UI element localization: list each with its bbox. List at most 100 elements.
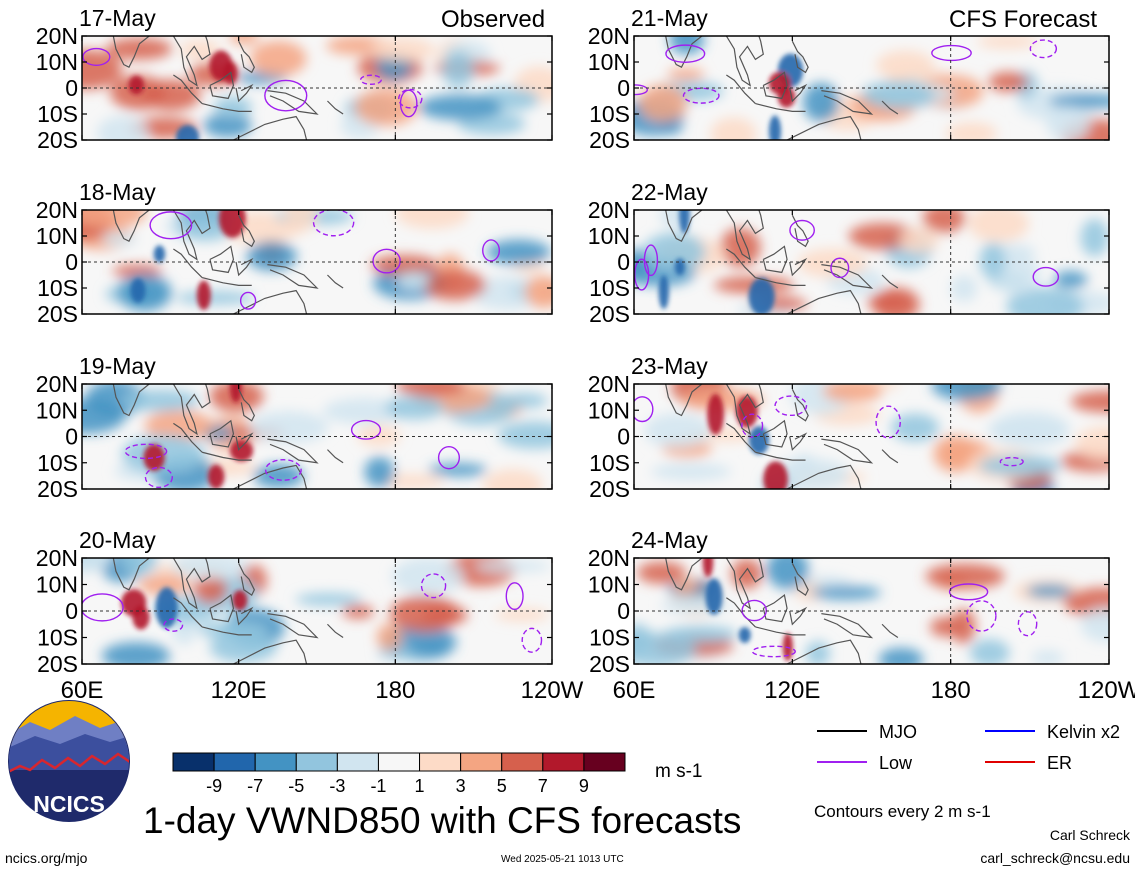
anomaly-shade (1070, 390, 1109, 413)
anomaly-shade (875, 50, 935, 80)
coastline (791, 214, 809, 248)
coastline (235, 432, 254, 451)
coastline (665, 210, 703, 243)
anomaly-shade (673, 579, 699, 595)
anomaly-shade (986, 420, 1065, 439)
anomaly-shade (822, 384, 883, 403)
y-tick-label: 0 (65, 424, 78, 450)
anomaly-shade (710, 117, 757, 140)
anomaly-core (735, 395, 758, 428)
coastline (726, 597, 756, 628)
anomaly-shade (82, 558, 112, 572)
anomaly-shade (418, 94, 503, 121)
low-contours (634, 39, 1058, 104)
low-contour (999, 456, 1024, 467)
anomaly-shade (209, 631, 277, 663)
anomaly-core (153, 245, 166, 263)
coastline (267, 90, 319, 115)
anomaly-shade (791, 453, 817, 475)
coastline (789, 606, 808, 626)
coastline (112, 558, 151, 591)
x-tick-label: 60E (61, 677, 104, 704)
colorbar-label: -1 (370, 776, 386, 796)
y-tick-label: 10S (589, 101, 630, 127)
low-contour (144, 466, 173, 489)
coastlines (665, 210, 899, 314)
anomaly-cores (121, 587, 248, 630)
y-tick-label: 20N (588, 197, 630, 223)
low-contour (634, 84, 649, 96)
low-contour (741, 413, 764, 438)
anomaly-shade (805, 641, 831, 664)
anomaly-shade (766, 558, 809, 590)
y-tick-label: 10N (36, 223, 78, 249)
colorbar-swatch (377, 752, 421, 772)
y-tick-label: 20S (589, 651, 630, 677)
anomaly-shade (357, 425, 401, 447)
y-tick-label: 20S (37, 301, 78, 327)
low-contours (634, 219, 1060, 291)
anomaly-shade (395, 210, 469, 229)
anomaly-shade (657, 120, 683, 135)
anomaly-core (196, 280, 211, 311)
coastline (327, 100, 344, 115)
low-contour (948, 583, 989, 601)
forecast-label: CFS Forecast (949, 6, 1098, 33)
colorbar-swatch (419, 752, 462, 772)
coastline (881, 623, 899, 638)
anomaly-core (763, 461, 788, 489)
colorbar-swatch (501, 752, 544, 772)
low-contour (875, 405, 901, 439)
panels: 20N10N010S20S17-May20N10N010S20S18-May20… (36, 5, 1135, 704)
anomaly-core (175, 125, 200, 140)
anomaly-shade (950, 274, 978, 302)
low-contour (437, 446, 461, 470)
y-tick-label: 20S (589, 476, 630, 502)
anomaly-field (634, 210, 1109, 314)
low-contour (420, 573, 447, 599)
x-tick-label: 120E (211, 677, 267, 704)
anomaly-shade (667, 68, 705, 81)
y-tick-label: 10S (589, 625, 630, 651)
coastline (785, 289, 863, 314)
coastline (173, 597, 203, 628)
anomaly-shade (1026, 584, 1073, 598)
coastline (791, 563, 809, 596)
anomaly-core (748, 426, 770, 455)
anomaly-shade (193, 574, 228, 604)
anomaly-shade (396, 384, 466, 397)
y-tick-label: 10S (589, 275, 630, 301)
x-tick-label: 120W (1078, 677, 1135, 704)
coastline (821, 438, 874, 464)
coastline (172, 558, 211, 610)
anomaly-shade (175, 291, 255, 305)
y-tick-label: 0 (65, 598, 78, 624)
anomaly-shade (968, 210, 1029, 243)
colorbar-label: -5 (288, 776, 304, 796)
legend-label: Low (879, 753, 913, 773)
anomaly-shade (246, 241, 297, 272)
coastline (173, 74, 203, 105)
coastline (232, 639, 308, 664)
anomaly-shade (637, 561, 687, 584)
anomaly-shade (878, 647, 924, 664)
anomaly-shade (364, 456, 395, 488)
anomaly-shade (1075, 426, 1109, 462)
anomaly-shade (890, 413, 940, 442)
low-contour (1032, 266, 1060, 287)
footer-url: ncics.org/mjo (5, 850, 88, 866)
y-tick-label: 20N (36, 197, 78, 223)
anomaly-cores (128, 50, 238, 140)
coastline (762, 419, 788, 448)
anomaly-shade (978, 455, 1062, 477)
coastline (785, 639, 863, 664)
anomaly-core (707, 393, 724, 435)
anomaly-shade (929, 617, 961, 637)
colorbar-swatch (583, 752, 626, 772)
coastline (238, 388, 256, 422)
y-tick-label: 10N (588, 49, 630, 75)
coastline (172, 36, 211, 87)
